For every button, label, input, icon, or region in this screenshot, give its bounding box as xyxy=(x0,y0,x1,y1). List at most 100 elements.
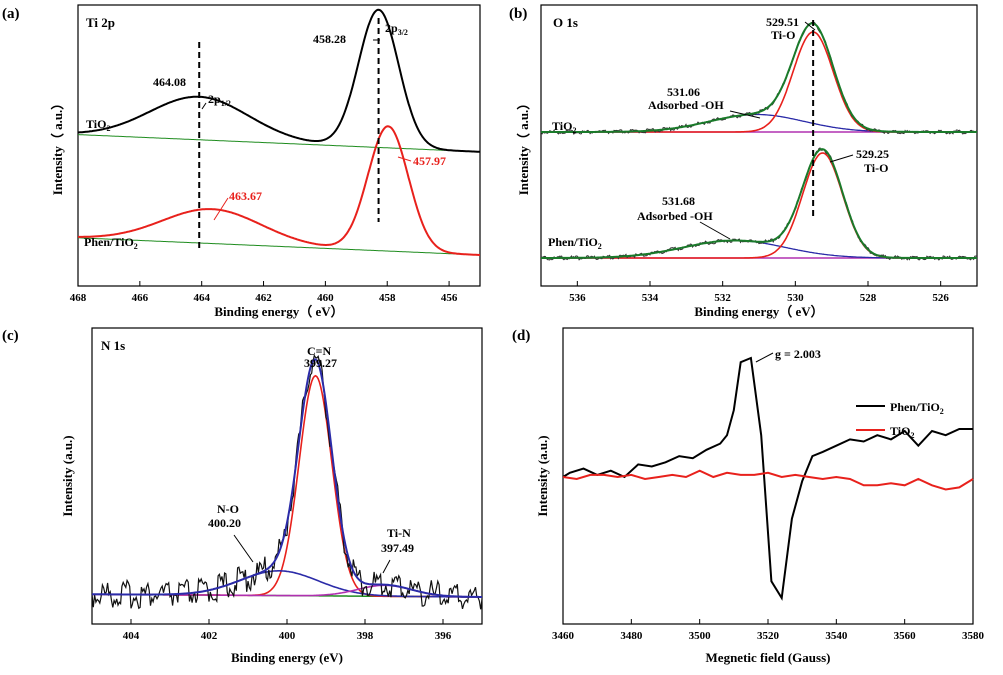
panel-c-fit-envelope xyxy=(91,358,482,598)
x-tick-label: 468 xyxy=(70,292,87,304)
panel-b-plot xyxy=(540,20,978,261)
panel-a-baseline xyxy=(78,237,480,256)
panel-b-ann-529-25: 529.25 xyxy=(856,147,889,161)
x-tick-label: 530 xyxy=(787,292,804,304)
panel-b-xlabel: Binding energy（ eV） xyxy=(694,304,823,319)
panel-b-ylabel: Intensity（ a.u.） xyxy=(516,97,531,196)
panel-a-ann-463-67: 463.67 xyxy=(229,189,262,203)
x-tick-label: 402 xyxy=(201,630,218,642)
panel-d-ylabel: Intensity (a.u.) xyxy=(535,435,550,516)
panel-b-raw-line xyxy=(540,147,978,261)
x-tick-label: 464 xyxy=(193,292,210,304)
panel-a-x-ticks: 468 466 464 462 460 458 456 xyxy=(70,281,458,304)
x-tick-label: 396 xyxy=(435,630,452,642)
panel-a-series-label-tio2: TiO2 xyxy=(86,117,110,133)
panel-d-legend: Phen/TiO2 TiO2 xyxy=(856,400,944,440)
panel-c-component-0 xyxy=(92,374,482,598)
panel-b-tio-component xyxy=(541,31,977,133)
x-tick-label: 3500 xyxy=(689,630,712,642)
panel-c-arrow xyxy=(382,559,391,574)
x-tick-label: 400 xyxy=(279,630,296,642)
panel-d-g-annotation: g = 2.003 xyxy=(775,347,821,361)
x-tick-label: 466 xyxy=(132,292,149,304)
panel-a-arrow-red xyxy=(397,156,412,162)
panel-b-series-label-tio2: TiO2 xyxy=(552,119,576,135)
panel-d-series-line xyxy=(562,469,974,491)
x-tick-label: 3480 xyxy=(620,630,643,642)
panel-c-ylabel: Intensity (a.u.) xyxy=(60,435,75,516)
panel-c-x-ticks: 404 402 400 398 396 xyxy=(123,619,452,642)
x-tick-label: 398 xyxy=(357,630,374,642)
panel-b-ann-531-68: 531.68 xyxy=(662,194,695,208)
x-tick-label: 526 xyxy=(932,292,949,304)
panel-a-ann-2p12: 2p1/2 xyxy=(208,92,231,108)
panel-a-plot xyxy=(77,8,480,256)
panel-a-xlabel: Binding energy（ eV） xyxy=(214,304,343,319)
panel-b-arrow xyxy=(804,21,816,31)
panel-c-plot xyxy=(91,354,483,610)
panel-a-series-line xyxy=(77,8,480,153)
x-tick-label: 462 xyxy=(255,292,272,304)
panel-c-xlabel: Binding energy (eV) xyxy=(231,650,343,665)
panel-c-ann-399-27: 399.27 xyxy=(304,356,337,370)
panel-a-series-label-phen: Phen/TiO2 xyxy=(84,235,138,251)
panel-b-ann-oh-2: Adsorbed -OH xyxy=(637,209,713,223)
panel-d-xlabel: Megnetic field (Gauss) xyxy=(706,650,831,665)
panel-a-baseline xyxy=(78,134,480,153)
x-tick-label: 460 xyxy=(317,292,334,304)
panel-c-frame xyxy=(91,327,483,625)
panel-c-ann-cn: C=N xyxy=(307,344,332,358)
panel-b-arrow xyxy=(729,110,761,119)
panel-c-raw-line xyxy=(91,354,483,610)
panel-b-ann-oh-1: Adsorbed -OH xyxy=(648,98,724,112)
x-tick-label: 456 xyxy=(441,292,458,304)
panel-c-title: N 1s xyxy=(101,338,125,353)
x-tick-label: 3540 xyxy=(825,630,848,642)
x-tick-label: 404 xyxy=(123,630,140,642)
legend-label-phen: Phen/TiO2 xyxy=(890,400,944,416)
x-tick-label: 528 xyxy=(860,292,877,304)
x-tick-label: 534 xyxy=(642,292,659,304)
panel-b-arrow xyxy=(829,154,854,163)
panel-a-ann-457-97: 457.97 xyxy=(413,154,446,168)
x-tick-label: 536 xyxy=(569,292,586,304)
x-tick-label: 532 xyxy=(714,292,731,304)
x-tick-label: 3520 xyxy=(757,630,780,642)
panel-b-series-label-phen: Phen/TiO2 xyxy=(548,235,602,251)
panel-d-series-line xyxy=(562,356,973,601)
panel-a-series-line xyxy=(78,125,480,256)
x-tick-label: 3460 xyxy=(552,630,575,642)
panel-b-ann-tio-2: Ti-O xyxy=(864,161,888,175)
panel-a-title: Ti 2p xyxy=(86,15,115,30)
panel-c-arrow xyxy=(233,534,254,563)
panel-c-ann-400-20: 400.20 xyxy=(208,516,241,530)
panel-b-arrow xyxy=(699,221,731,240)
legend-label-tio2: TiO2 xyxy=(890,424,914,440)
panel-a-label: (a) xyxy=(2,6,20,22)
panel-a-frame xyxy=(77,4,481,287)
panel-d: (d) 3460 3480 3500 3520 3540 3560 3580 Megneti… xyxy=(512,327,985,665)
panel-a-ylabel: Intensity（ a.u.） xyxy=(50,97,65,196)
panel-b-ann-529-51: 529.51 xyxy=(766,15,799,29)
panel-b-ann-531-06: 531.06 xyxy=(667,85,700,99)
panel-b-x-ticks: 536 534 532 530 528 526 xyxy=(569,281,949,304)
panel-c-ann-tin: Ti-N xyxy=(387,526,411,540)
panel-a-arrow xyxy=(201,102,207,110)
panel-a-arrow-red xyxy=(213,197,229,221)
panel-c-label: (c) xyxy=(2,328,19,344)
panel-b-title: O 1s xyxy=(553,15,578,30)
x-tick-label: 3560 xyxy=(894,630,917,642)
x-tick-label: 3580 xyxy=(962,630,985,642)
panel-a-ann-458-28: 458.28 xyxy=(313,32,346,46)
x-tick-label: 458 xyxy=(379,292,396,304)
panel-b-label: (b) xyxy=(509,6,527,22)
panel-d-x-ticks: 3460 3480 3500 3520 3540 3560 3580 xyxy=(552,619,985,642)
panel-c-ann-397-49: 397.49 xyxy=(381,541,414,555)
panel-d-label: (d) xyxy=(512,328,530,344)
panel-b: (b) O 1s 536 534 532 530 528 526 Binding ener… xyxy=(509,4,978,319)
panel-c: (c) N 1s 404 402 400 398 396 Binding energy … xyxy=(2,327,483,665)
panel-b-ann-tio-1: Ti-O xyxy=(771,28,795,42)
panel-b-frame xyxy=(540,4,978,287)
panel-c-ann-no: N-O xyxy=(217,502,239,516)
